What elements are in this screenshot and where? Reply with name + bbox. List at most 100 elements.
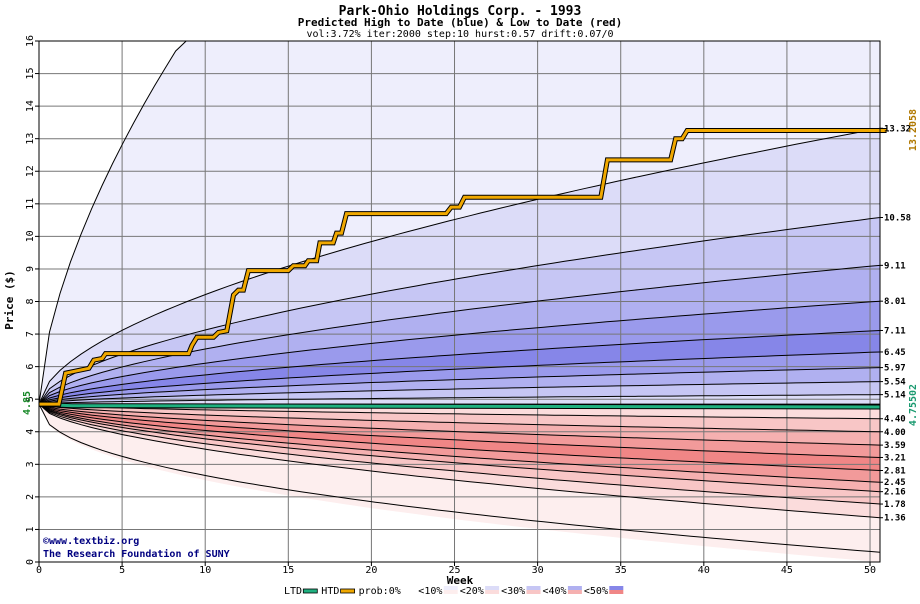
y-tick-label: 1 <box>25 526 36 532</box>
right-value-label: 8.01 <box>884 297 906 307</box>
low-band-3 <box>39 404 880 492</box>
low-band-boundary-6 <box>38 403 881 446</box>
legend-label: <40% <box>543 586 567 597</box>
low-band-6 <box>39 404 880 458</box>
low-band-outer-boundary <box>38 403 881 553</box>
high-band-boundary-7 <box>38 381 881 405</box>
legend-swatch-high <box>443 586 458 590</box>
low-band-7 <box>39 404 880 446</box>
chart-subtitle: Predicted High to Date (blue) & Low to D… <box>298 16 623 29</box>
high-band-6 <box>39 352 880 405</box>
legend-swatch-high <box>609 586 624 590</box>
legend-label: <30% <box>501 586 525 597</box>
legend-swatch-low <box>526 590 541 594</box>
low-band-0 <box>39 404 880 562</box>
high-band-5 <box>39 330 880 405</box>
right-value-label: 5.54 <box>884 378 906 388</box>
high-band-8 <box>39 381 880 405</box>
right-value-label: 5.97 <box>884 364 906 374</box>
low-band-boundary-3 <box>38 403 881 483</box>
legend-label: prob:0% <box>359 586 401 597</box>
x-tick-label: 35 <box>615 565 627 576</box>
y-tick-label: 14 <box>25 100 36 112</box>
ltd-final-label: 4.75502 <box>908 384 919 426</box>
right-value-label: 1.36 <box>884 514 906 524</box>
credit-organization: The Research Foundation of SUNY <box>43 548 230 560</box>
series-lines <box>38 128 887 410</box>
y-tick-label: 12 <box>25 165 36 177</box>
legend-swatch-low <box>609 590 624 594</box>
right-value-label: 2.16 <box>884 488 906 498</box>
right-value-label: 6.45 <box>884 348 906 358</box>
x-tick-label: 25 <box>448 565 460 576</box>
legend-swatch <box>402 586 417 594</box>
low-band-boundary-0 <box>38 403 881 519</box>
right-value-label: 2.45 <box>884 478 906 488</box>
legend-swatch-high <box>485 586 500 590</box>
x-tick-label: 15 <box>282 565 294 576</box>
legend-label: <10% <box>418 586 442 597</box>
low-band-boundary-4 <box>38 403 881 471</box>
right-value-label: 5.14 <box>884 391 906 401</box>
high-band-4 <box>39 301 880 405</box>
legend-swatch-high <box>567 586 582 590</box>
legend-line-swatch <box>302 588 318 594</box>
legend-label: <50% <box>584 586 608 597</box>
legend-swatch-high <box>526 586 541 590</box>
low-band-boundary-2 <box>38 403 881 493</box>
right-value-label: 3.59 <box>884 441 906 451</box>
low-band-4 <box>39 404 880 483</box>
x-tick-label: 5 <box>119 565 125 576</box>
legend-swatch-low <box>443 590 458 594</box>
x-tick-label: 30 <box>532 565 544 576</box>
high-band-boundary-4 <box>38 330 881 405</box>
right-value-label: 9.11 <box>884 261 906 271</box>
low-band-boundary-1 <box>38 403 881 505</box>
right-value-label: 10.58 <box>884 213 911 223</box>
y-tick-label: 0 <box>25 559 36 565</box>
right-value-label: 1.78 <box>884 500 906 510</box>
low-band-boundary-5 <box>38 403 881 458</box>
high-band-boundary-5 <box>38 351 881 405</box>
x-tick-label: 10 <box>199 565 211 576</box>
high-band-boundary-8 <box>38 394 881 405</box>
right-value-label: 7.11 <box>884 326 906 336</box>
y-tick-label: 16 <box>25 35 36 47</box>
y-tick-label: 5 <box>25 396 36 402</box>
y-tick-label: 2 <box>25 494 36 500</box>
low-band-boundary-7 <box>38 403 881 433</box>
band-boundaries <box>38 40 881 553</box>
y-tick-label: 15 <box>25 68 36 80</box>
right-value-label: 4.00 <box>884 428 906 438</box>
legend-swatch-low <box>567 590 582 594</box>
high-band-2 <box>39 217 880 405</box>
htd-final-label: 13.2058 <box>908 109 919 151</box>
low-band-boundary-8 <box>38 403 881 420</box>
y-tick-label: 4 <box>25 429 36 435</box>
legend-label: <20% <box>460 586 484 597</box>
right-value-label: 2.81 <box>884 466 906 476</box>
start-price-label: 4.85 <box>22 391 33 415</box>
y-tick-label: 13 <box>25 133 36 145</box>
credit-website: ©www.textbiz.org <box>43 535 139 547</box>
x-tick-label: 50 <box>864 565 876 576</box>
x-tick-label: 0 <box>36 565 42 576</box>
low-band-2 <box>39 404 880 504</box>
right-labels: 13.32 10.58 9.11 8.01 7.11 6.45 5.97 5.54 5.14 4.… <box>880 124 911 524</box>
x-tick-label: 20 <box>365 565 377 576</box>
x-tick-label: 45 <box>781 565 793 576</box>
right-value-label: 13.32 <box>884 124 911 134</box>
high-band-boundary-1 <box>38 217 881 405</box>
legend-swatch-low <box>485 590 500 594</box>
legend-label: LTD <box>284 586 302 597</box>
high-band-0 <box>39 41 880 405</box>
htd-line <box>39 129 887 406</box>
x-tick-label: 40 <box>698 565 710 576</box>
y-tick-label: 10 <box>25 230 36 242</box>
high-band-boundary-6 <box>38 367 881 405</box>
y-tick-label: 8 <box>25 298 36 304</box>
high-band-boundary-0 <box>38 127 881 405</box>
y-axis-label: Price ($) <box>3 270 16 330</box>
y-tick-label: 11 <box>25 198 36 210</box>
